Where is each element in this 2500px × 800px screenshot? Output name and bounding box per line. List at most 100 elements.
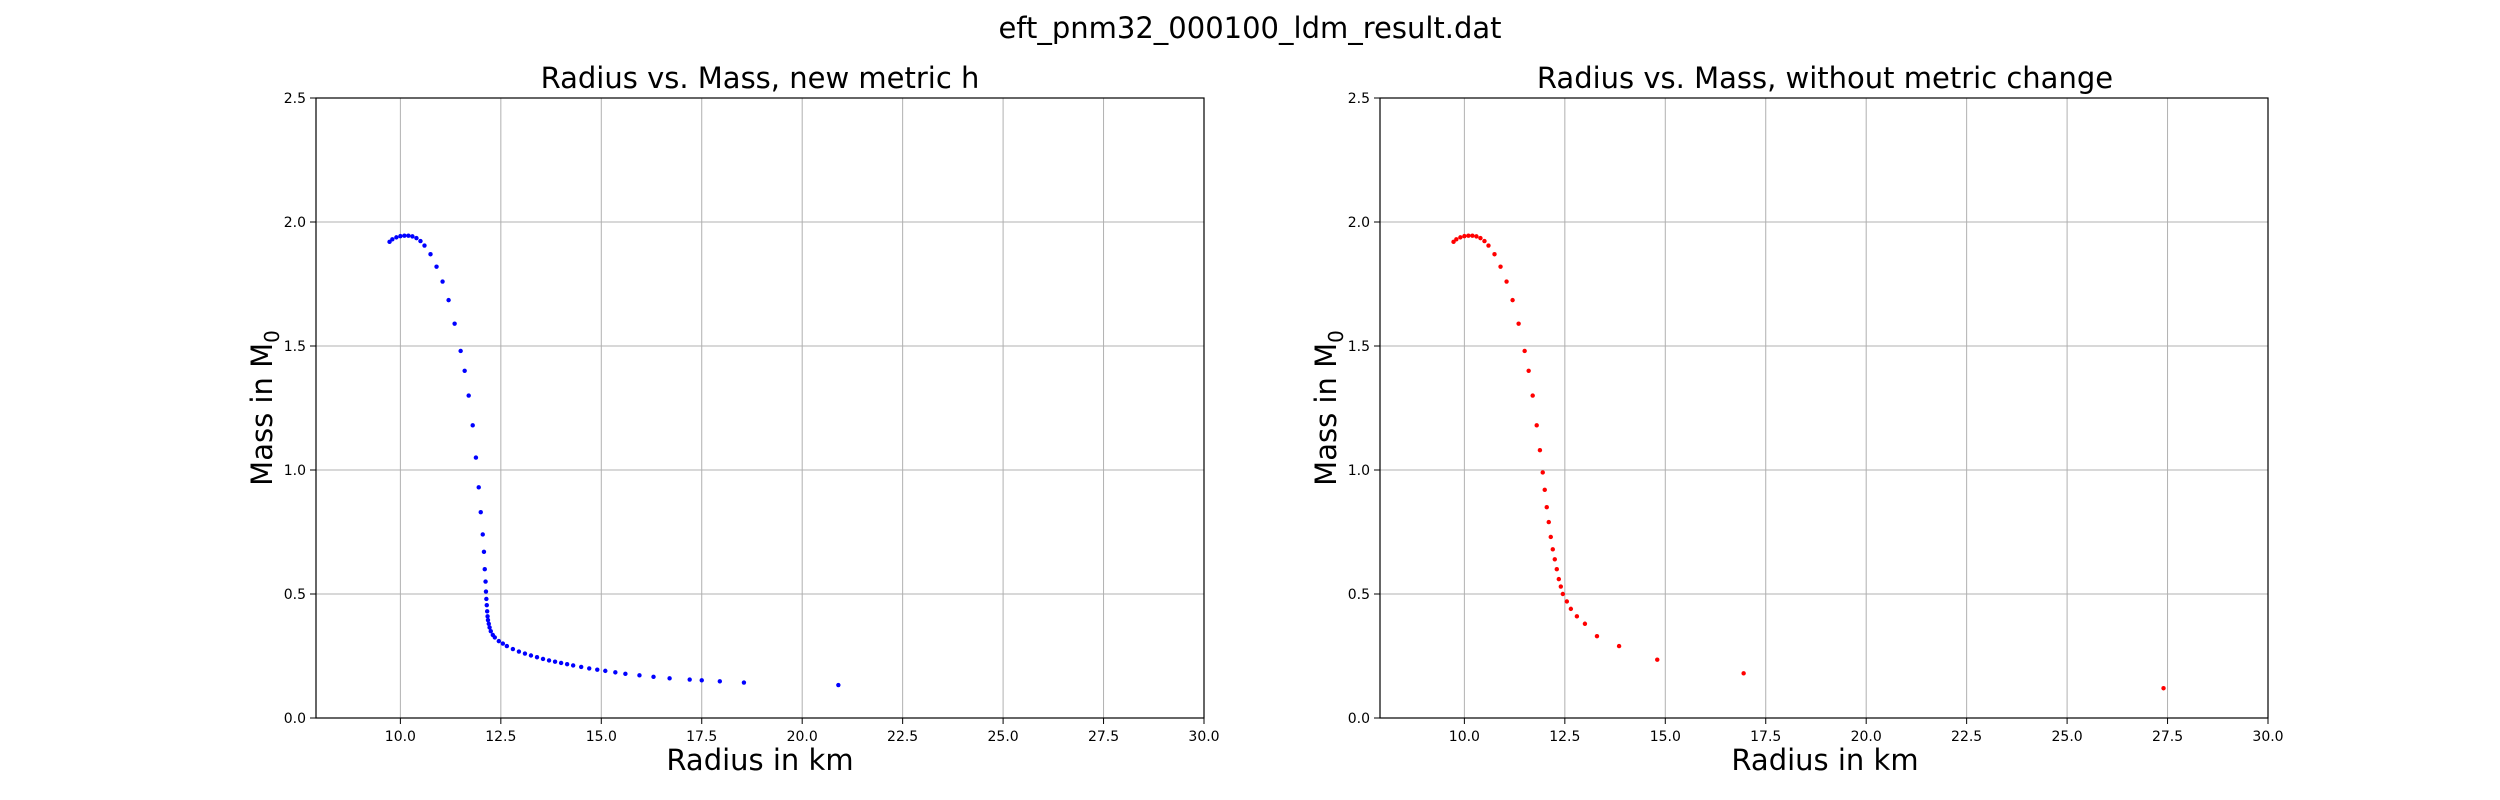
left-plot-data-point: [528, 653, 534, 658]
left-plot-data-point: [496, 638, 502, 644]
right-plot-data-point: [1560, 591, 1566, 597]
left-plot-data-point: [699, 678, 704, 683]
left-plot-ytick-label: 2.0: [284, 215, 306, 231]
right-plot-data-point: [1542, 487, 1547, 493]
left-plot-xtick-label: 10.0: [385, 729, 416, 745]
left-plot-data-point: [500, 641, 506, 646]
left-plot-xtick-label: 22.5: [887, 729, 918, 745]
left-plot-data-point: [534, 655, 540, 660]
left-plot-data-point: [428, 252, 433, 257]
left-plot-data-point: [484, 609, 490, 614]
left-plot-xtick-label: 30.0: [1188, 729, 1219, 745]
right-plot-data-point: [2161, 686, 2166, 691]
left-plot-frame: [315, 97, 1205, 719]
right-plot-data-point: [1454, 237, 1459, 242]
left-plot-panel: Radius vs. Mass, new metric h 10.0 12.5 15…: [245, 61, 1220, 777]
right-plot-ytick-label: 1.0: [1348, 463, 1370, 479]
left-plot-data-point: [578, 664, 584, 670]
right-plot-data-point: [1582, 621, 1588, 626]
left-plot-data-point: [570, 663, 576, 668]
right-plot-ytick-label: 0.5: [1348, 587, 1370, 603]
left-plot-data-point: [462, 368, 467, 373]
left-plot-data-point: [595, 667, 600, 672]
left-plot-data-point: [488, 629, 493, 634]
right-plot-frame: [1379, 97, 2269, 719]
right-plot-ticks: 10.0 12.5 15.0 17.5 20.0 22.5 25.0 27.5 30.0 0.0 0…: [1348, 91, 2284, 745]
right-plot-xtick-label: 22.5: [1951, 729, 1982, 745]
left-plot-data-point: [558, 660, 564, 666]
left-plot-data-point: [390, 237, 395, 242]
right-plot-xtick-label: 15.0: [1650, 729, 1681, 745]
right-plot-xlabel: Radius in km: [1731, 743, 1918, 777]
right-plot-xtick-label: 30.0: [2252, 729, 2283, 745]
right-plot-data-point: [1526, 368, 1531, 373]
left-plot-data-point: [473, 455, 479, 460]
left-plot-ylabel-subscript: 0: [260, 330, 284, 343]
right-plot-ylabel-subscript: 0: [1324, 330, 1348, 343]
right-plot-ytick-label: 2.5: [1348, 91, 1370, 107]
left-plot-data-point: [452, 321, 457, 326]
right-plot-data-point: [1537, 447, 1543, 453]
right-plot-xtick-label: 27.5: [2152, 729, 2183, 745]
right-plot-data-point: [1498, 264, 1503, 269]
left-plot-data-point: [402, 233, 407, 238]
right-plot-data-point: [1616, 643, 1622, 649]
left-plot-data-point: [564, 661, 570, 667]
left-plot-data-point: [466, 393, 471, 398]
left-plot-data-point: [440, 279, 445, 284]
left-plot-data-point: [485, 614, 490, 619]
left-plot-xtick-label: 27.5: [1088, 729, 1119, 745]
left-plot-data-point: [522, 651, 528, 656]
left-plot-ticks: 10.0 12.5 15.0 17.5 20.0 22.5 25.0 27.5 30.0 0.0 0…: [284, 91, 1220, 745]
left-plot-data-point: [613, 670, 618, 675]
left-plot-data-point: [546, 658, 552, 663]
right-plot-data-point: [1470, 233, 1475, 238]
right-plot-ytick-label: 1.5: [1348, 339, 1370, 355]
left-plot-data-point: [486, 621, 491, 626]
right-plot-data-point: [1486, 243, 1491, 248]
left-plot-data-point: [485, 617, 491, 623]
right-plot-data-point: [1516, 321, 1521, 326]
right-plot-ytick-label: 0.0: [1348, 711, 1370, 727]
right-plot-data-point: [1741, 671, 1746, 676]
right-plot-xtick-label: 10.0: [1449, 729, 1480, 745]
left-plot-data-point: [516, 649, 522, 654]
right-plot-data-point: [1554, 567, 1559, 572]
right-plot-data-point: [1558, 584, 1564, 589]
left-plot-data-point: [478, 509, 483, 515]
left-plot-title: Radius vs. Mass, new metric h: [541, 61, 980, 95]
left-plot-data-point: [470, 423, 475, 428]
right-plot-data-point: [1655, 657, 1660, 662]
right-plot-data-point: [1530, 393, 1535, 398]
left-plot-data-point: [483, 589, 489, 594]
right-plot-xtick-label: 17.5: [1750, 729, 1781, 745]
right-plot-data-point: [1564, 599, 1570, 604]
left-plot-data-point: [492, 635, 498, 640]
left-plot-data-point: [418, 238, 423, 244]
right-plot-data-point: [1504, 279, 1509, 284]
left-plot-data-point: [458, 348, 463, 354]
figure-suptitle: eft_pnm32_000100_ldm_result.dat: [998, 11, 1501, 45]
left-plot-ylabel: Mass in M0: [245, 330, 284, 486]
left-plot-xtick-label: 15.0: [586, 729, 617, 745]
left-plot-data-point: [487, 625, 492, 630]
left-plot-data-point: [446, 297, 451, 303]
right-plot-ytick-label: 2.0: [1348, 215, 1370, 231]
left-plot-data-point: [406, 233, 411, 238]
left-plot-data-point: [480, 532, 485, 537]
right-plot-data-point: [1478, 235, 1483, 241]
left-plot-ytick-label: 2.5: [284, 91, 306, 107]
left-plot-data-point: [623, 671, 628, 677]
right-plot-data-point: [1594, 633, 1600, 639]
left-plot-ytick-label: 1.5: [284, 339, 306, 355]
left-plot-data-point: [483, 579, 488, 584]
right-plot-ylabel-text: Mass in M: [1309, 343, 1343, 486]
right-plot-data-point: [1492, 252, 1497, 257]
left-plot-data-point: [637, 673, 642, 678]
right-plot-data-point: [1466, 233, 1471, 238]
right-plot-title: Radius vs. Mass, without metric change: [1537, 61, 2113, 95]
right-plot-data-point: [1568, 606, 1574, 612]
right-plot-data-point: [1482, 238, 1487, 244]
left-plot-data-point: [422, 243, 427, 248]
